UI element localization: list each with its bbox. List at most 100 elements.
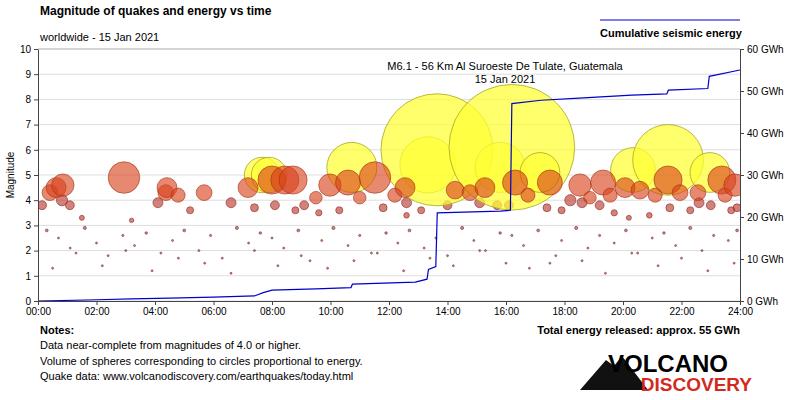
tick-mark	[34, 301, 38, 302]
tick-mark	[38, 301, 39, 305]
quake-marker	[250, 204, 258, 212]
quake-marker	[376, 252, 378, 254]
quake-marker	[160, 252, 162, 254]
tick: 7	[25, 119, 38, 130]
quake-marker	[626, 215, 631, 220]
tick-label: 60 GWh	[747, 44, 784, 55]
tick-mark	[623, 301, 624, 305]
quake-marker	[107, 255, 109, 257]
quake-marker	[83, 226, 86, 229]
tick-mark	[34, 125, 38, 126]
quake-marker	[558, 207, 565, 214]
tick-label: 16:00	[494, 306, 519, 317]
quake-marker	[733, 262, 735, 264]
quake-marker	[408, 229, 411, 232]
quake-marker	[672, 185, 688, 201]
quake-marker	[145, 232, 148, 235]
total-energy: Total energy released: approx. 55 GWh	[537, 324, 740, 336]
tick: 1	[25, 271, 38, 282]
tick: 60 GWh	[740, 44, 784, 55]
tick-label: 14:00	[435, 306, 460, 317]
quake-marker	[595, 201, 604, 210]
tick-mark	[34, 175, 38, 176]
quake-marker	[52, 267, 54, 269]
quake-marker	[395, 178, 415, 198]
quake-marker	[555, 255, 557, 257]
quake-marker	[404, 213, 410, 219]
quake-marker	[283, 247, 285, 249]
tick: 9	[25, 69, 38, 80]
scatter-series	[42, 162, 740, 204]
quake-marker	[707, 270, 709, 272]
quake-marker	[701, 250, 703, 252]
tick-label: 00:00	[26, 306, 51, 317]
tick-label: 4	[25, 195, 31, 206]
legend-label: Cumulative seismic energy	[600, 27, 743, 39]
tick: 5	[25, 170, 38, 181]
quake-marker	[310, 191, 323, 204]
tick-mark	[331, 301, 332, 305]
logo-text: DISCOVERY	[641, 374, 753, 395]
quake-marker	[45, 229, 48, 232]
quake-marker	[485, 250, 487, 252]
quake-marker	[403, 270, 405, 272]
quake-marker	[447, 255, 449, 257]
quake-marker	[385, 232, 388, 235]
quake-marker	[336, 207, 343, 214]
quake-marker	[611, 210, 617, 216]
tick-label: 2	[25, 245, 31, 256]
quake-marker	[57, 237, 59, 239]
tick: 10:00	[318, 301, 343, 317]
logo-text: VOLCANO	[608, 350, 728, 377]
tick-mark	[682, 301, 683, 305]
tick: 02:00	[84, 301, 109, 317]
quake-marker	[277, 265, 279, 267]
tick-mark	[34, 150, 38, 151]
tick-mark	[506, 301, 507, 305]
tick-label: 22:00	[669, 306, 694, 317]
plot-frame	[38, 49, 740, 50]
quake-marker	[300, 201, 309, 210]
tick-label: 08:00	[260, 306, 285, 317]
tick-mark	[34, 225, 38, 226]
quake-marker	[537, 229, 540, 232]
axis-line	[38, 50, 39, 302]
tick-label: 12:00	[377, 306, 402, 317]
tick: 4	[25, 195, 38, 206]
quake-marker	[336, 170, 361, 195]
quake-marker	[183, 229, 186, 232]
quake-marker	[713, 234, 715, 236]
quake-marker	[108, 162, 140, 194]
quake-marker	[675, 245, 677, 247]
quake-marker	[543, 204, 551, 212]
tick-label: 30 GWh	[747, 170, 784, 181]
tick: 22:00	[669, 301, 694, 317]
grid-line	[38, 74, 740, 75]
quake-marker	[253, 250, 255, 252]
note: Volume of spheres corresponding to circl…	[40, 355, 363, 367]
quake-marker	[359, 234, 361, 236]
quake-marker	[727, 240, 729, 242]
scatter-series	[45, 226, 738, 274]
quake-marker	[637, 252, 639, 254]
tick-label: 9	[25, 69, 31, 80]
title: Magnitude of quakes and energy vs time	[40, 4, 272, 18]
quake-marker	[523, 245, 525, 247]
tick-label: 7	[25, 119, 31, 130]
quake-marker	[171, 188, 185, 202]
quake-marker	[473, 240, 475, 242]
quake-marker	[736, 229, 739, 232]
energy-line	[38, 70, 740, 301]
tick-label: 0 GWh	[747, 296, 778, 307]
quake-marker	[196, 185, 212, 201]
quake-marker	[505, 262, 507, 264]
quake-marker	[235, 226, 238, 229]
legend-swatch	[600, 19, 740, 20]
quake-marker	[631, 181, 649, 199]
quake-marker	[347, 245, 349, 247]
tick-label: 20 GWh	[747, 212, 784, 223]
quake-marker	[423, 247, 425, 249]
background	[0, 0, 800, 400]
quake-marker	[226, 198, 236, 208]
quake-marker	[65, 201, 74, 210]
